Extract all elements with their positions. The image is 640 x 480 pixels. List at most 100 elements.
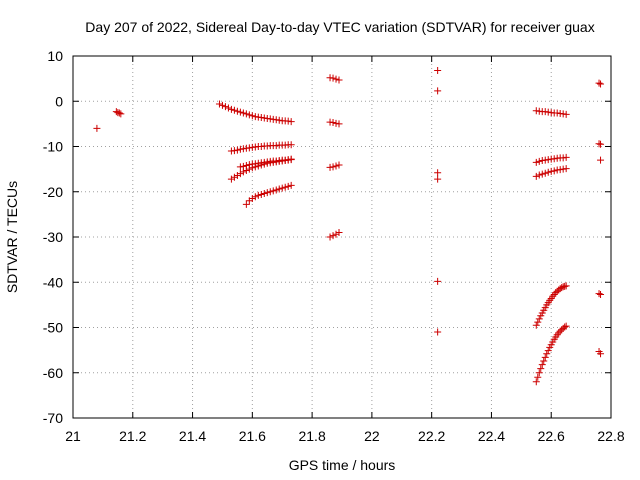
data-point	[544, 168, 552, 176]
series-s1	[93, 124, 101, 132]
data-point	[329, 74, 337, 82]
data-point	[562, 322, 570, 330]
data-point	[532, 378, 540, 386]
data-point	[326, 233, 334, 241]
data-point	[535, 369, 543, 377]
data-point	[287, 181, 295, 189]
data-point	[434, 277, 442, 285]
data-point	[269, 187, 277, 195]
data-point	[550, 167, 558, 175]
data-point	[532, 172, 540, 180]
series-s14	[434, 277, 442, 285]
data-point	[112, 108, 120, 116]
x-tick-label: 22.4	[478, 428, 505, 444]
data-point	[242, 110, 250, 118]
data-point	[251, 193, 259, 201]
data-point	[254, 162, 262, 170]
data-point	[266, 188, 274, 196]
chart-title: Day 207 of 2022, Sidereal Day-to-day VTE…	[85, 19, 594, 35]
data-point	[558, 284, 566, 292]
y-tick-label: -20	[43, 184, 63, 200]
x-tick-label: 21	[65, 428, 81, 444]
data-point	[215, 100, 223, 108]
data-point	[284, 182, 292, 190]
series-s17	[532, 153, 570, 166]
data-point	[239, 109, 247, 117]
y-tick-label: 0	[55, 93, 63, 109]
data-point	[532, 158, 540, 166]
data-point	[550, 290, 558, 298]
data-point	[535, 315, 543, 323]
data-point	[221, 103, 229, 111]
data-point	[538, 170, 546, 178]
data-point	[230, 106, 238, 114]
series-s23	[597, 156, 605, 164]
x-tick-label: 22.8	[597, 428, 624, 444]
data-point	[553, 331, 561, 339]
data-point	[434, 66, 442, 74]
x-tick-label: 21.2	[119, 428, 146, 444]
data-point	[329, 163, 337, 171]
data-point	[117, 110, 125, 118]
data-point	[242, 200, 250, 208]
data-point	[332, 230, 340, 238]
data-point	[272, 186, 280, 194]
data-point	[251, 163, 259, 171]
data-point	[434, 328, 442, 336]
data-point	[543, 350, 551, 358]
grid	[73, 56, 611, 418]
data-point	[434, 169, 442, 177]
data-point	[287, 156, 295, 164]
series-s8	[326, 74, 343, 84]
data-point	[335, 76, 343, 84]
data-point	[535, 157, 543, 165]
data-point	[248, 112, 256, 120]
data-point	[218, 101, 226, 109]
y-tick-label: 10	[47, 48, 63, 64]
data-point	[332, 75, 340, 83]
data-point	[329, 119, 337, 127]
data-point	[230, 173, 238, 181]
data-point	[335, 120, 343, 128]
y-tick-label: -10	[43, 139, 63, 155]
series-s13	[434, 169, 442, 183]
data-point	[597, 140, 605, 148]
data-point	[248, 195, 256, 203]
series-s10	[326, 161, 343, 171]
data-point	[115, 109, 123, 117]
data-point	[281, 183, 289, 191]
data-point	[263, 189, 271, 197]
data-points	[93, 66, 605, 386]
series-s2	[112, 108, 125, 118]
data-point	[245, 165, 253, 173]
data-point	[329, 232, 337, 240]
data-point	[597, 80, 605, 88]
series-s11	[326, 228, 343, 241]
data-point	[239, 168, 247, 176]
series-s21	[595, 79, 605, 88]
x-tick-label: 22	[364, 428, 380, 444]
data-point	[254, 191, 262, 199]
x-tick-label: 22.6	[538, 428, 565, 444]
data-point	[275, 185, 283, 193]
series-s16	[532, 107, 570, 118]
y-tick-label: -30	[43, 229, 63, 245]
data-point	[540, 357, 548, 365]
x-tick-label: 22.2	[418, 428, 445, 444]
series-s22	[595, 140, 605, 148]
data-point	[562, 110, 570, 118]
data-point	[544, 347, 552, 355]
y-tick-label: -40	[43, 274, 63, 290]
data-point	[245, 111, 253, 119]
data-point	[227, 105, 235, 113]
series-s19	[532, 282, 570, 329]
data-point	[597, 290, 605, 298]
data-point	[537, 365, 545, 373]
series-s9	[326, 118, 343, 128]
series-s12	[434, 66, 442, 95]
data-point	[434, 87, 442, 95]
data-point	[236, 108, 244, 116]
data-point	[242, 166, 250, 174]
series-s7	[242, 181, 295, 208]
